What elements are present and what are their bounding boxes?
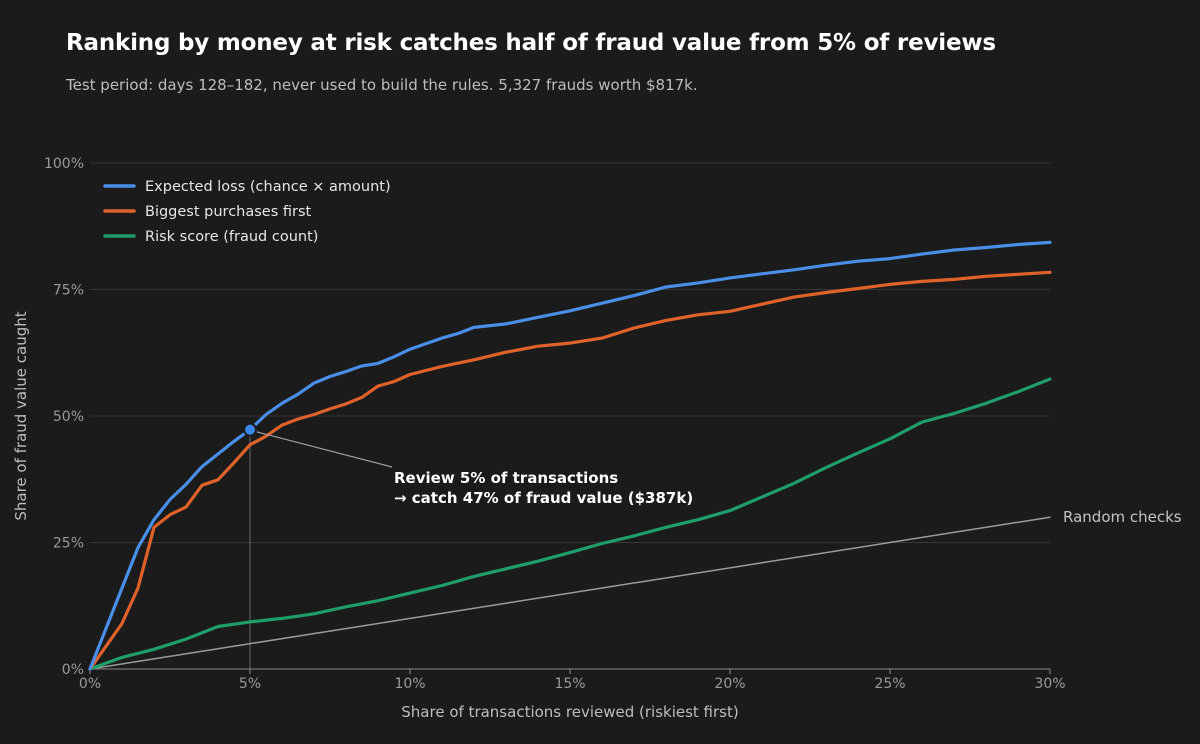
x-tick-label: 20%	[714, 676, 745, 692]
series-line-0	[88, 240, 1052, 671]
y-tick-label: 25%	[53, 536, 84, 552]
reference-line-label: Random checks	[1063, 508, 1182, 526]
y-axis-title: Share of fraud value caught	[12, 311, 30, 520]
x-tick-label: 10%	[394, 676, 425, 692]
annotation-line-2: → catch 47% of fraud value ($387k)	[394, 489, 693, 507]
annotation-leader-line	[255, 431, 393, 468]
legend-label-2: Risk score (fraud count)	[145, 229, 318, 245]
series-line-2	[88, 377, 1052, 671]
y-tick-label: 75%	[53, 283, 84, 299]
legend-label-1: Biggest purchases first	[145, 204, 312, 220]
chart-title: Ranking by money at risk catches half of…	[66, 30, 996, 56]
x-tick-label: 5%	[239, 676, 261, 692]
annotation-line-1: Review 5% of transactions	[394, 469, 618, 487]
series-line-3	[89, 516, 1051, 670]
y-tick-label: 50%	[53, 409, 84, 425]
x-tick-label: 25%	[874, 676, 905, 692]
y-tick-label: 0%	[62, 662, 84, 678]
legend-label-0: Expected loss (chance × amount)	[145, 179, 391, 195]
series-line-1	[88, 270, 1052, 671]
x-tick-label: 0%	[79, 676, 101, 692]
x-tick-label: 30%	[1034, 676, 1065, 692]
x-tick-label: 15%	[554, 676, 585, 692]
y-tick-label: 100%	[44, 156, 84, 172]
highlight-point	[243, 422, 257, 437]
x-axis-title: Share of transactions reviewed (riskiest…	[401, 703, 738, 721]
chart-subtitle: Test period: days 128–182, never used to…	[66, 76, 698, 94]
